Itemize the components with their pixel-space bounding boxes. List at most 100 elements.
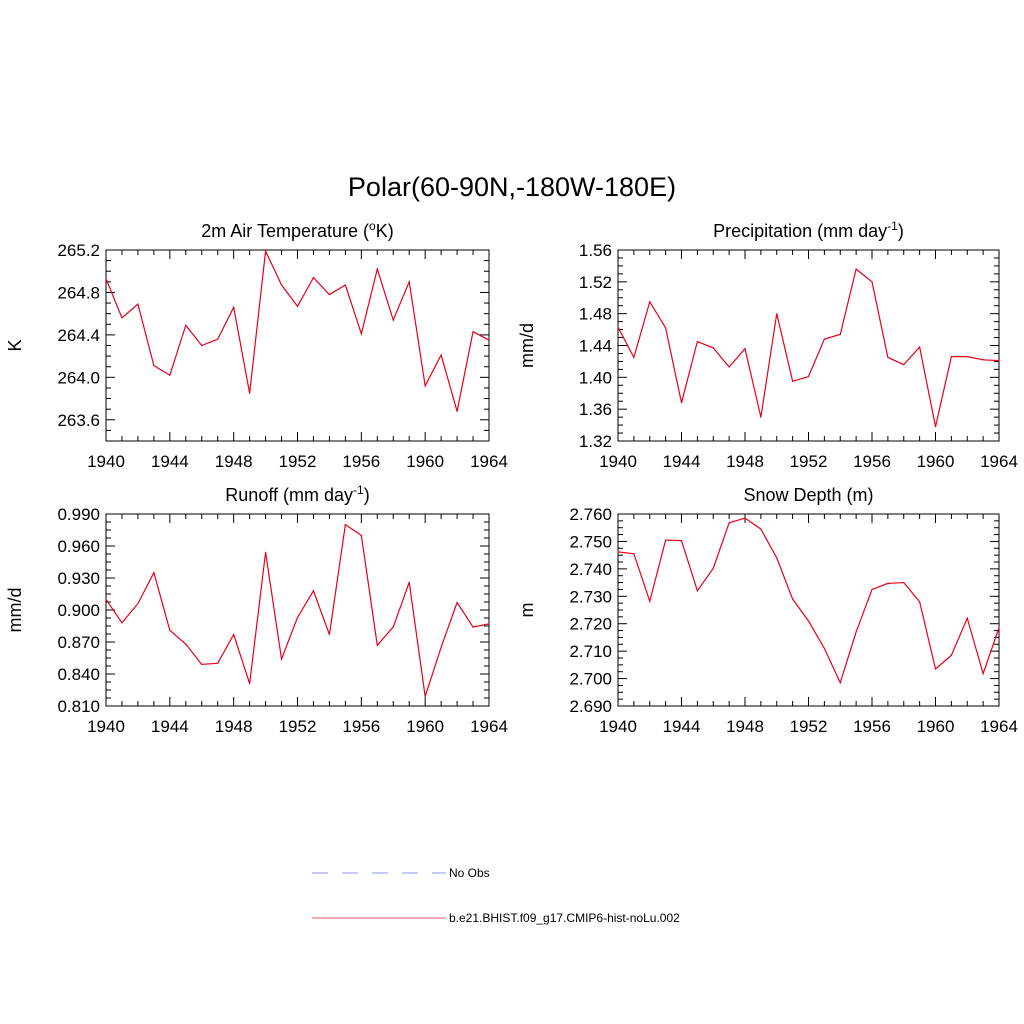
x-tick-label: 1944 [151, 452, 189, 471]
data-point [233, 633, 235, 636]
data-point [982, 673, 984, 675]
panel-title-precipitation: Precipitation (mm day-1) [713, 219, 904, 241]
x-tick-label: 1940 [87, 452, 125, 471]
data-point [328, 633, 331, 636]
plot-frame-precipitation [617, 249, 1000, 442]
data-point [472, 626, 474, 628]
data-point [249, 392, 251, 394]
series-line-precipitation [617, 268, 1000, 427]
data-point [392, 626, 394, 628]
data-point [264, 551, 267, 554]
legend: No Obs b.e21.BHIST.f09_g17.CMIP6-hist-noL… [312, 866, 680, 925]
panel-title-tail: ) [898, 221, 904, 241]
x-tick-label: 1960 [406, 717, 444, 736]
data-point [456, 601, 458, 604]
data-point [217, 338, 219, 340]
y-tick-label: 1.56 [579, 241, 612, 260]
figure-title: Polar(60-90N,-180W-180E) [348, 172, 676, 202]
data-point [855, 631, 857, 633]
data-point [105, 278, 107, 280]
panel-title-superscript: o [369, 219, 376, 233]
data-point [137, 303, 139, 305]
data-point [424, 385, 426, 387]
data-point [855, 268, 857, 270]
x-tick-label: 1948 [215, 452, 253, 471]
data-point [344, 524, 346, 526]
data-point [696, 590, 698, 592]
data-point [376, 268, 378, 270]
x-tick-label: 1952 [790, 717, 828, 736]
data-point [440, 646, 442, 648]
data-point [296, 616, 299, 619]
data-point [392, 319, 394, 321]
data-point [376, 644, 378, 646]
data-point [807, 375, 810, 378]
data-point [776, 313, 778, 315]
data-point [105, 598, 107, 600]
y-tick-label: 1.48 [579, 305, 612, 324]
data-point [328, 293, 331, 296]
panel-title-temperature: 2m Air Temperature (oK) [201, 219, 393, 241]
x-tick-label: 1960 [406, 452, 444, 471]
data-point [312, 590, 315, 592]
data-point [712, 347, 714, 349]
data-point [966, 356, 968, 358]
data-point [728, 522, 730, 524]
data-point [360, 333, 362, 335]
x-tick-label: 1948 [726, 717, 764, 736]
y-tick-label: 2.740 [569, 560, 612, 579]
data-point [887, 582, 889, 584]
data-point [728, 366, 730, 368]
y-tick-label: 0.960 [57, 537, 100, 556]
y-tick-label: 1.40 [579, 368, 612, 387]
plot-frame-snow-depth [617, 513, 1000, 707]
y-tick-label: 0.990 [57, 505, 100, 524]
x-tick-label: 1940 [599, 717, 637, 736]
panel-title-text: Runoff (mm day [225, 485, 353, 505]
x-tick-label: 1944 [663, 452, 701, 471]
y-tick-label: 263.6 [57, 411, 100, 430]
y-tick-label: 265.2 [57, 241, 100, 260]
x-tick-label: 1956 [853, 717, 891, 736]
x-tick-label: 1952 [790, 452, 828, 471]
y-axis-label: mm/d [517, 323, 537, 368]
data-point [903, 364, 905, 366]
y-tick-label: 2.720 [569, 615, 612, 634]
data-point [998, 627, 1000, 629]
panel-precipitation: 1940 1944 1948 1952 1956 1960 1964 1.32 1.36 1.40… [517, 219, 1018, 471]
data-point [696, 340, 698, 343]
data-point [408, 281, 410, 283]
data-point [488, 339, 490, 341]
x-tick-label: 1940 [87, 717, 125, 736]
y-tick-label: 2.760 [569, 505, 612, 524]
x-tick-label: 1964 [470, 717, 508, 736]
data-point [871, 588, 873, 591]
data-point [680, 402, 683, 404]
data-point [633, 356, 635, 359]
panel-title-text: Precipitation (mm day [713, 221, 887, 241]
y-tick-label: 2.730 [569, 587, 612, 606]
panel-title-superscript: -1 [353, 483, 364, 497]
data-point [712, 567, 714, 569]
x-tick-label: 1964 [980, 717, 1018, 736]
data-point [776, 557, 778, 559]
data-point [153, 365, 155, 367]
data-point [424, 695, 426, 698]
panel-title-tail: K) [376, 221, 394, 241]
data-point [169, 374, 171, 376]
panel-title-text: 2m Air Temperature ( [201, 221, 369, 241]
y-tick-label: 2.750 [569, 532, 612, 551]
data-point [887, 356, 889, 359]
series-line-runoff [105, 523, 490, 697]
data-point [440, 354, 442, 356]
data-point [633, 553, 635, 555]
x-tick-label: 1952 [279, 717, 317, 736]
x-tick-label: 1956 [342, 717, 380, 736]
data-point [360, 534, 362, 536]
y-tick-label: 1.32 [579, 432, 612, 451]
data-point [744, 517, 746, 519]
data-point [217, 662, 219, 664]
legend-label: b.e21.BHIST.f09_g17.CMIP6-hist-noLu.002 [449, 911, 680, 925]
data-point [185, 324, 187, 326]
data-point [966, 617, 968, 619]
